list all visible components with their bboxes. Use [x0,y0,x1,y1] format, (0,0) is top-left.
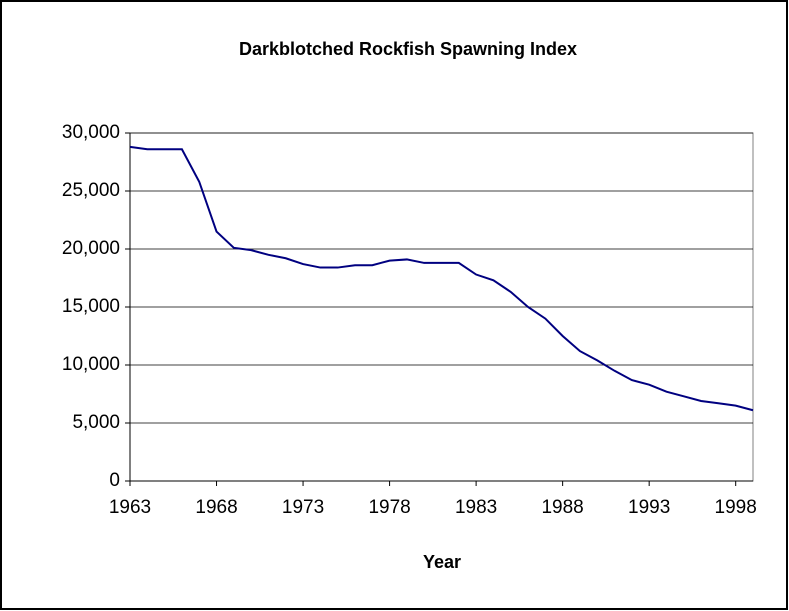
y-tick-label: 30,000 [62,122,120,143]
x-tick-label: 1998 [715,497,757,518]
chart-title: Darkblotched Rockfish Spawning Index [239,39,577,59]
y-tick-label: 15,000 [62,296,120,317]
data-line [129,145,754,412]
y-tick-label: 5,000 [72,412,120,433]
x-tick-label: 1983 [455,497,497,518]
x-tick-label: 1978 [368,497,410,518]
x-tick-label: 1968 [195,497,237,518]
x-axis-label: Year [423,552,461,572]
x-tick-label: 1988 [541,497,583,518]
y-tick-label: 0 [109,470,120,491]
x-tick-label: 1963 [109,497,151,518]
y-tick-label: 10,000 [62,354,120,375]
x-tick-label: 1973 [282,497,324,518]
y-tick-label: 25,000 [62,180,120,201]
x-tick-label: 1993 [628,497,670,518]
y-tick-label: 20,000 [62,238,120,259]
